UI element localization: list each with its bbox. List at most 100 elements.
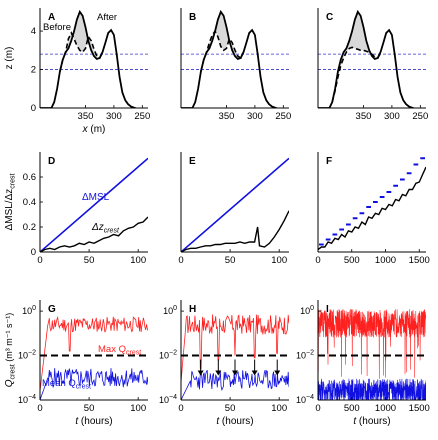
plot-area	[181, 157, 289, 252]
y-tick-label: 100	[163, 305, 177, 316]
plot-area	[181, 314, 289, 400]
crest-change-line	[181, 210, 289, 252]
y-tick-label: 2	[31, 65, 36, 76]
y-tick-label: 10−4	[18, 394, 36, 405]
y-tick-label: 0.4	[23, 197, 36, 208]
y-tick-label: 4	[31, 26, 36, 37]
x-axis-label: t (hours)	[216, 416, 253, 427]
panel-letter: C	[326, 12, 333, 23]
y-tick-label: 0	[31, 103, 36, 114]
y-tick-label: 0.6	[23, 172, 36, 183]
x-tick-label: 350	[356, 111, 372, 122]
x-tick-label: 0	[37, 255, 42, 266]
profile-before-line	[59, 31, 104, 72]
panel-letter: A	[48, 12, 55, 23]
x-tick-label: 350	[78, 111, 94, 122]
x-tick-label: 50	[225, 255, 236, 266]
x-tick-label: 1000	[375, 255, 396, 266]
plot-area	[318, 157, 426, 251]
plot-area	[40, 315, 148, 400]
x-tick-label: 250	[412, 111, 428, 122]
x-tick-label: 50	[84, 403, 95, 414]
y-tick-label: 100	[22, 305, 36, 316]
panel-e: 0 50 100 E	[178, 152, 289, 266]
max-q-label: Max Qcrest	[98, 344, 141, 357]
x-tick-label: 100	[130, 255, 146, 266]
x-tick-label: 0	[178, 255, 183, 266]
mean-q-label: Mean Qcrest	[42, 378, 91, 391]
after-label: After	[97, 12, 117, 23]
arrow-head	[215, 370, 222, 376]
panel-h: 0 50 100 10−4 10−2 100 Ht (hours)	[159, 300, 289, 427]
eroded-area	[200, 11, 244, 72]
panel-letter: E	[189, 156, 196, 167]
x-tick-label: 350	[219, 111, 235, 122]
x-tick-label: 0	[315, 403, 320, 414]
x-tick-label: 250	[275, 111, 291, 122]
x-tick-label: 0	[315, 255, 320, 266]
panel-a: Before After 350 300 250 0 2 4 Ax (m) z (m)	[4, 8, 150, 135]
panel-i: 0 500 1000 1500 10−4 10−2 100 It (hours)	[296, 300, 430, 427]
x-tick-label: 300	[106, 111, 122, 122]
x-tick-label: 50	[225, 403, 236, 414]
panel-letter: D	[48, 156, 55, 167]
mean-q-line	[40, 368, 148, 400]
y-tick-label: 10−2	[159, 350, 177, 361]
panel-d: ΔMSL Δzcrest 0 50 100 0 0.2 0.4 0.6 D ΔMSL/Δzcrest	[4, 152, 148, 266]
max-q-line	[181, 314, 289, 383]
mean-q-line	[318, 378, 426, 400]
panel-g: Max Qcrest Mean Qcrest 0 50 100 10−4 10−2 100 Gt…	[4, 300, 148, 427]
panel-letter: F	[326, 156, 332, 167]
x-tick-label: 250	[134, 111, 150, 122]
arrow-head	[232, 370, 238, 376]
x-tick-label: 300	[247, 111, 263, 122]
x-tick-label: 1500	[409, 255, 430, 266]
y-tick-label: 0	[31, 247, 36, 258]
panel-letter: H	[189, 304, 196, 315]
crest-change-line	[40, 216, 148, 252]
panel-c: 350 300 250 C	[317, 8, 428, 122]
before-label: Before	[43, 22, 71, 33]
y-axis-label: Qcrest (m³ m⁻¹ s⁻¹)	[4, 313, 17, 387]
msl-label: ΔMSL	[82, 192, 110, 203]
arrow-head	[197, 370, 204, 376]
arrow-head	[274, 370, 281, 376]
panel-letter: B	[189, 12, 196, 23]
x-tick-label: 300	[384, 111, 400, 122]
x-tick-label: 500	[344, 255, 360, 266]
panel-letter: I	[326, 304, 329, 315]
profile-before-line	[200, 29, 245, 72]
crest-change-line	[318, 166, 426, 251]
x-tick-label: 100	[271, 255, 287, 266]
plot-area	[40, 9, 148, 108]
y-tick-label: 10−4	[296, 394, 314, 405]
x-tick-label: 0	[37, 403, 42, 414]
panel-f: 0 500 1000 1500 F	[315, 152, 430, 266]
x-axis-label: t (hours)	[75, 416, 112, 427]
x-tick-label: 500	[344, 403, 360, 414]
y-tick-label: 100	[300, 305, 314, 316]
panel-b: 350 300 250 B	[180, 8, 291, 122]
x-tick-label: 50	[84, 255, 95, 266]
plot-area	[181, 9, 289, 108]
profile-after-line	[318, 9, 414, 108]
y-tick-label: 10−4	[159, 394, 177, 405]
profile-after-line	[40, 9, 136, 108]
msl-line	[181, 157, 289, 252]
mean-q-line	[181, 369, 289, 400]
max-q-line	[40, 315, 148, 392]
panel-letter: G	[48, 304, 56, 315]
plot-area	[318, 309, 426, 400]
y-tick-label: 10−2	[18, 350, 36, 361]
y-tick-label: 10−2	[296, 350, 314, 361]
arrow-head	[251, 370, 258, 376]
x-tick-label: 100	[130, 403, 146, 414]
eroded-area	[59, 11, 103, 72]
y-tick-label: 0.2	[23, 222, 36, 233]
x-axis-label: t (hours)	[353, 416, 390, 427]
plot-area	[318, 9, 426, 108]
crest-label: Δzcrest	[91, 222, 120, 235]
x-axis-label: x (m)	[82, 124, 106, 135]
x-tick-label: 0	[178, 403, 183, 414]
